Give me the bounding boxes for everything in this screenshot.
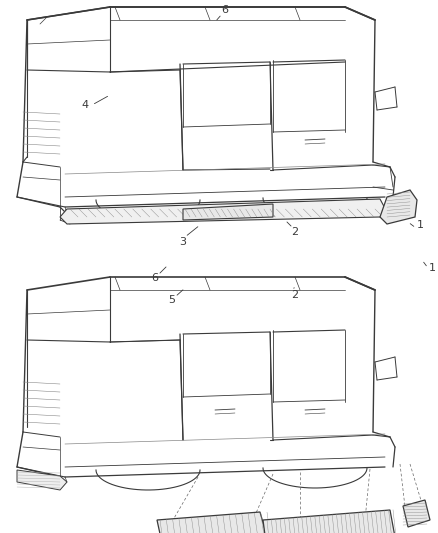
Polygon shape — [60, 199, 387, 224]
Text: 1: 1 — [417, 220, 424, 230]
Polygon shape — [380, 190, 417, 224]
Text: 4: 4 — [81, 100, 88, 110]
Text: 2: 2 — [291, 290, 299, 300]
Text: 6: 6 — [222, 5, 229, 15]
Polygon shape — [17, 470, 67, 490]
Polygon shape — [183, 204, 273, 220]
Text: 3: 3 — [180, 237, 187, 247]
Polygon shape — [157, 512, 270, 533]
Polygon shape — [403, 500, 430, 527]
Text: 5: 5 — [169, 295, 176, 305]
Text: 1: 1 — [428, 263, 435, 273]
Polygon shape — [263, 510, 395, 533]
Text: 6: 6 — [152, 273, 159, 283]
Text: 2: 2 — [291, 227, 299, 237]
